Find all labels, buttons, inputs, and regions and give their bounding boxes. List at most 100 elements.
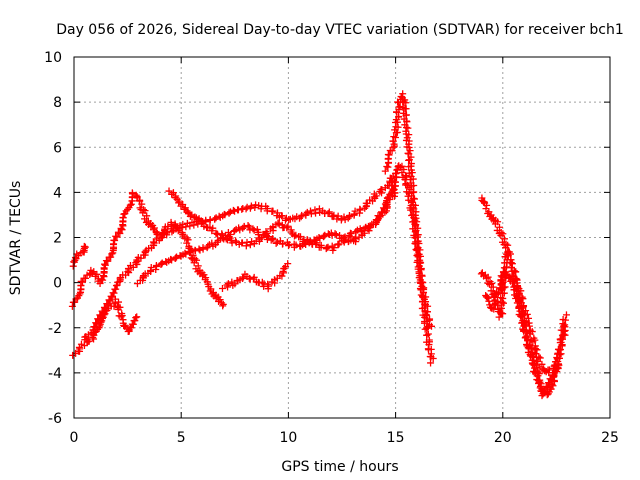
data-point: [118, 312, 126, 320]
data-point: [313, 239, 321, 247]
data-point: [303, 208, 311, 216]
data-point: [219, 302, 227, 310]
data-point: [283, 224, 291, 232]
data-point: [114, 228, 122, 236]
data-point: [242, 242, 250, 250]
data-point: [177, 202, 185, 210]
data-point: [531, 364, 539, 372]
y-tick-label: 10: [44, 50, 62, 66]
data-point: [127, 200, 135, 208]
y-tick-label: -4: [48, 366, 62, 382]
data-point: [99, 276, 107, 284]
data-point: [490, 305, 498, 313]
data-point: [208, 227, 216, 235]
data-point: [186, 212, 194, 220]
data-point: [190, 259, 198, 267]
data-series: [482, 268, 562, 400]
data-point: [85, 337, 93, 345]
data-point: [521, 321, 529, 329]
data-point: [225, 209, 233, 217]
data-point: [533, 372, 541, 380]
data-point: [246, 241, 254, 249]
data-point: [491, 220, 499, 228]
data-point: [557, 335, 565, 343]
data-point: [404, 149, 412, 157]
data-point: [362, 223, 370, 231]
data-point: [513, 287, 521, 295]
data-point: [275, 220, 283, 228]
data-point: [402, 136, 410, 144]
data-point: [497, 231, 505, 239]
data-point: [147, 264, 155, 272]
data-point: [347, 230, 355, 238]
data-point: [176, 252, 184, 260]
data-point: [258, 234, 266, 242]
data-point: [405, 156, 413, 164]
data-point: [79, 278, 87, 286]
data-point: [324, 230, 332, 238]
data-point: [321, 231, 329, 239]
data-point: [410, 188, 418, 196]
axes: 0 5 10 15 20 25 -6 -4 -2 0 2 4 6 8 10: [44, 50, 619, 446]
data-point: [495, 313, 503, 321]
data-point: [346, 213, 354, 221]
data-point: [420, 319, 428, 327]
data-point: [101, 261, 109, 269]
data-point: [408, 212, 416, 220]
data-point: [279, 240, 287, 248]
data-point: [501, 283, 509, 291]
data-point: [388, 147, 396, 155]
data-point: [519, 325, 527, 333]
data-point: [559, 322, 567, 330]
data-point: [246, 204, 254, 212]
data-point: [133, 313, 141, 321]
data-point: [208, 239, 216, 247]
data-point: [243, 203, 251, 211]
y-tick-label: 8: [53, 95, 62, 111]
data-point: [292, 241, 300, 249]
data-point: [533, 346, 541, 354]
data-point: [172, 225, 180, 233]
data-point: [125, 266, 133, 274]
data-point: [129, 190, 137, 198]
data-point: [418, 278, 426, 286]
x-tick-label: 20: [494, 430, 512, 446]
data-point: [424, 330, 432, 338]
data-point: [211, 215, 219, 223]
data-point: [550, 362, 558, 370]
data-point: [529, 338, 537, 346]
data-point: [281, 216, 289, 224]
data-point: [498, 298, 506, 306]
data-point: [543, 384, 551, 392]
data-point: [496, 305, 504, 313]
data-point: [490, 292, 498, 300]
data-point: [195, 215, 203, 223]
data-point: [108, 293, 116, 301]
data-series: [81, 170, 400, 344]
data-point: [562, 311, 570, 319]
data-point: [499, 310, 507, 318]
data-point: [388, 182, 396, 190]
data-point: [504, 252, 512, 260]
data-point: [384, 195, 392, 203]
data-point: [299, 237, 307, 245]
data-point: [218, 284, 226, 292]
data-point: [168, 190, 176, 198]
chart-title: Day 056 of 2026, Sidereal Day-to-day VTE…: [56, 22, 624, 38]
y-tick-label: -2: [48, 321, 62, 337]
y-tick-label: 2: [53, 231, 62, 247]
data-point: [401, 175, 409, 183]
data-point: [181, 234, 189, 242]
data-point: [116, 229, 124, 237]
data-point: [515, 295, 523, 303]
data-point: [278, 272, 286, 280]
x-tick-label: 15: [387, 430, 405, 446]
data-point: [410, 181, 418, 189]
data-point: [516, 303, 524, 311]
data-point: [76, 345, 84, 353]
data-point: [284, 222, 292, 230]
data-point: [429, 354, 437, 362]
data-point: [238, 239, 246, 247]
data-point: [307, 207, 315, 215]
data-point: [409, 175, 417, 183]
